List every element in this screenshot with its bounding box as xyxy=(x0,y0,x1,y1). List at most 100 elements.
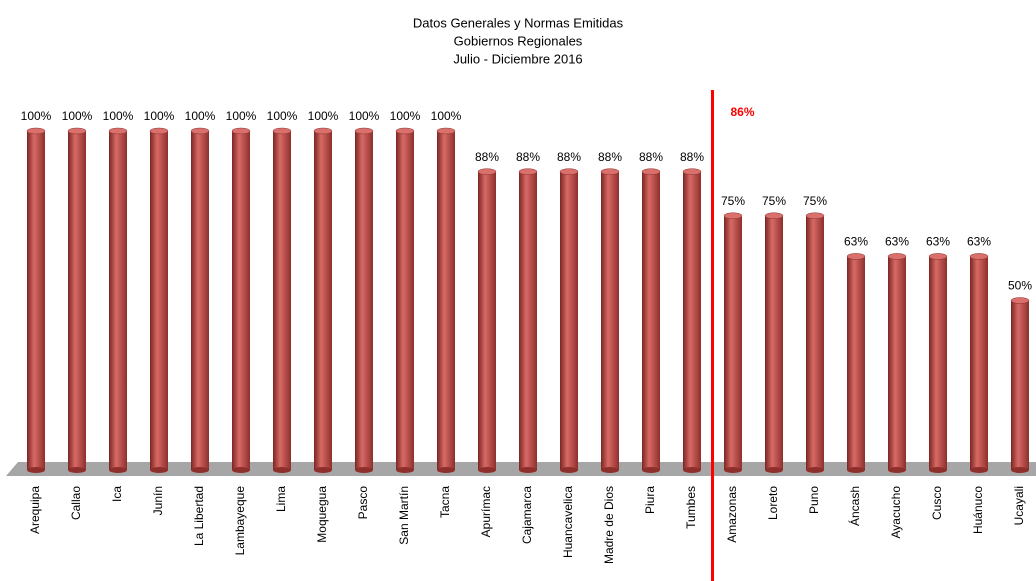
bar xyxy=(929,256,947,470)
bar-base xyxy=(806,467,824,473)
bar-base xyxy=(847,467,865,473)
bar xyxy=(765,215,783,470)
x-tick-label: Áncash xyxy=(847,486,862,526)
bar-top xyxy=(272,127,292,135)
bar-top xyxy=(26,127,46,135)
value-label: 100% xyxy=(390,109,421,123)
x-tick-label: Piura xyxy=(643,486,657,514)
bar xyxy=(437,131,455,470)
bar-base xyxy=(437,467,455,473)
bar xyxy=(601,171,619,470)
bar-base xyxy=(642,467,660,473)
value-label: 100% xyxy=(349,109,380,123)
chart-period: Julio - Diciembre 2016 xyxy=(453,51,582,66)
bar xyxy=(232,131,250,470)
bar xyxy=(806,215,824,470)
bar-top xyxy=(559,168,579,175)
bar xyxy=(191,131,209,470)
bar-top xyxy=(1010,297,1030,304)
value-label: 75% xyxy=(721,194,745,208)
bar xyxy=(396,131,414,470)
x-tick-label: Junín xyxy=(151,486,165,515)
value-label: 88% xyxy=(639,150,663,164)
bar-base xyxy=(929,467,947,473)
bar xyxy=(724,215,742,470)
x-tick-label: Pasco xyxy=(356,486,370,520)
bar xyxy=(519,171,537,470)
bar-top xyxy=(436,127,456,135)
bar-base xyxy=(396,467,414,473)
x-tick-label: Huánuco xyxy=(971,486,985,534)
value-label: 100% xyxy=(103,109,134,123)
value-label: 100% xyxy=(185,109,216,123)
bar xyxy=(478,171,496,470)
value-label: 100% xyxy=(62,109,93,123)
value-label: 63% xyxy=(967,235,991,249)
bar-top xyxy=(108,127,128,135)
value-label: 63% xyxy=(885,235,909,249)
x-tick-label: Moquegua xyxy=(315,486,329,543)
bar-base xyxy=(519,467,537,473)
bar-top xyxy=(518,168,538,175)
bar xyxy=(1011,300,1029,470)
bar-base xyxy=(765,467,783,473)
bar-top xyxy=(805,212,825,219)
bar-top xyxy=(846,253,866,260)
value-label: 100% xyxy=(431,109,462,123)
bar-base xyxy=(355,467,373,473)
bar-base xyxy=(273,467,291,473)
value-label: 88% xyxy=(680,150,704,164)
bar-top xyxy=(682,168,702,175)
bar-base xyxy=(150,467,168,473)
bar-base xyxy=(724,467,742,473)
value-label: 88% xyxy=(557,150,581,164)
x-tick-label: Ica xyxy=(110,486,124,502)
bar-top xyxy=(764,212,784,219)
x-tick-label: Arequipa xyxy=(28,486,42,534)
x-tick-label: Lima xyxy=(274,486,288,512)
bar xyxy=(970,256,988,470)
bar xyxy=(109,131,127,470)
bar-top xyxy=(190,127,210,135)
bar-base xyxy=(191,467,209,473)
bar-top xyxy=(395,127,415,135)
bar xyxy=(150,131,168,470)
bar-top xyxy=(67,127,87,135)
bar-base xyxy=(478,467,496,473)
bar-base xyxy=(970,467,988,473)
bar xyxy=(27,131,45,470)
value-label: 63% xyxy=(926,235,950,249)
bar xyxy=(888,256,906,470)
x-tick-label: Tumbes xyxy=(684,486,698,529)
x-tick-label: Callao xyxy=(69,486,83,520)
chart-title: Datos Generales y Normas Emitidas xyxy=(413,15,624,30)
x-tick-label: San Martín xyxy=(397,486,411,545)
bar-top xyxy=(887,253,907,260)
bar-top xyxy=(231,127,251,135)
value-label: 100% xyxy=(308,109,339,123)
value-label: 75% xyxy=(762,194,786,208)
bar-base xyxy=(68,467,86,473)
value-label: 88% xyxy=(598,150,622,164)
value-label: 100% xyxy=(267,109,298,123)
x-tick-label: Madre de Dios xyxy=(602,486,616,564)
x-tick-label: Tacna xyxy=(438,486,452,518)
chart-subtitle: Gobiernos Regionales xyxy=(454,33,583,48)
bar-top xyxy=(354,127,374,135)
bar xyxy=(683,171,701,470)
bar-top xyxy=(600,168,620,175)
x-tick-label: Ayacucho xyxy=(889,486,903,539)
value-label: 88% xyxy=(516,150,540,164)
bar-base xyxy=(683,467,701,473)
bar xyxy=(642,171,660,470)
value-label: 50% xyxy=(1008,279,1032,293)
x-tick-label: Loreto xyxy=(766,486,780,520)
bar-base xyxy=(109,467,127,473)
x-tick-label: Lambayeque xyxy=(233,486,247,556)
bar-top xyxy=(723,212,743,219)
value-label: 88% xyxy=(475,150,499,164)
bar-base xyxy=(1011,467,1029,473)
value-label: 100% xyxy=(226,109,257,123)
x-tick-label: Cajamarca xyxy=(520,486,534,544)
